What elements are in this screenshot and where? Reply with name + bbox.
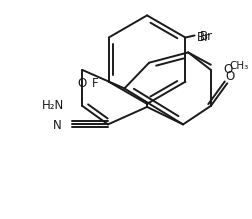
- Text: Br: Br: [196, 32, 209, 44]
- Text: F: F: [91, 77, 98, 90]
- Text: N: N: [53, 119, 61, 132]
- Text: Br: Br: [199, 30, 212, 43]
- Text: O: O: [222, 63, 232, 76]
- Text: CH₃: CH₃: [228, 61, 248, 71]
- Text: O: O: [225, 70, 234, 83]
- Text: H₂N: H₂N: [41, 99, 64, 112]
- Text: O: O: [77, 77, 86, 90]
